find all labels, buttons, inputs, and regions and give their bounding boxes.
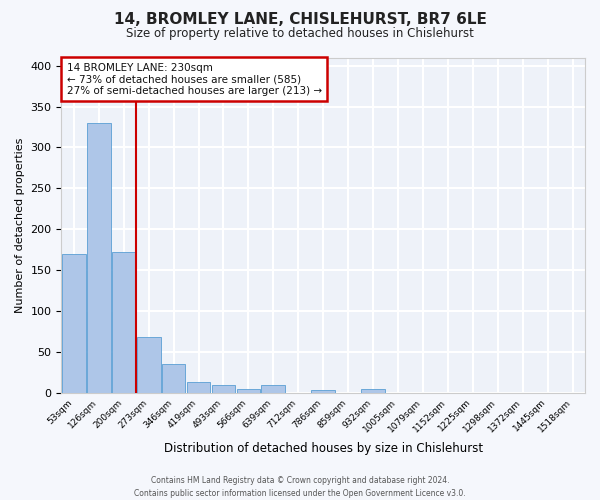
Text: 14 BROMLEY LANE: 230sqm
← 73% of detached houses are smaller (585)
27% of semi-d: 14 BROMLEY LANE: 230sqm ← 73% of detache… (67, 62, 322, 96)
Bar (212, 386, 235, 392)
Bar (137, 337, 161, 392)
Y-axis label: Number of detached properties: Number of detached properties (15, 138, 25, 313)
Bar (187, 382, 211, 392)
Bar (112, 252, 136, 392)
Text: Size of property relative to detached houses in Chislehurst: Size of property relative to detached ho… (126, 28, 474, 40)
Bar (236, 388, 260, 392)
Text: Contains HM Land Registry data © Crown copyright and database right 2024.
Contai: Contains HM Land Registry data © Crown c… (134, 476, 466, 498)
Bar (87, 123, 110, 392)
X-axis label: Distribution of detached houses by size in Chislehurst: Distribution of detached houses by size … (164, 442, 483, 455)
Text: 14, BROMLEY LANE, CHISLEHURST, BR7 6LE: 14, BROMLEY LANE, CHISLEHURST, BR7 6LE (113, 12, 487, 28)
Bar (311, 390, 335, 392)
Bar (162, 364, 185, 392)
Bar (62, 254, 86, 392)
Bar (262, 386, 285, 392)
Bar (361, 390, 385, 392)
